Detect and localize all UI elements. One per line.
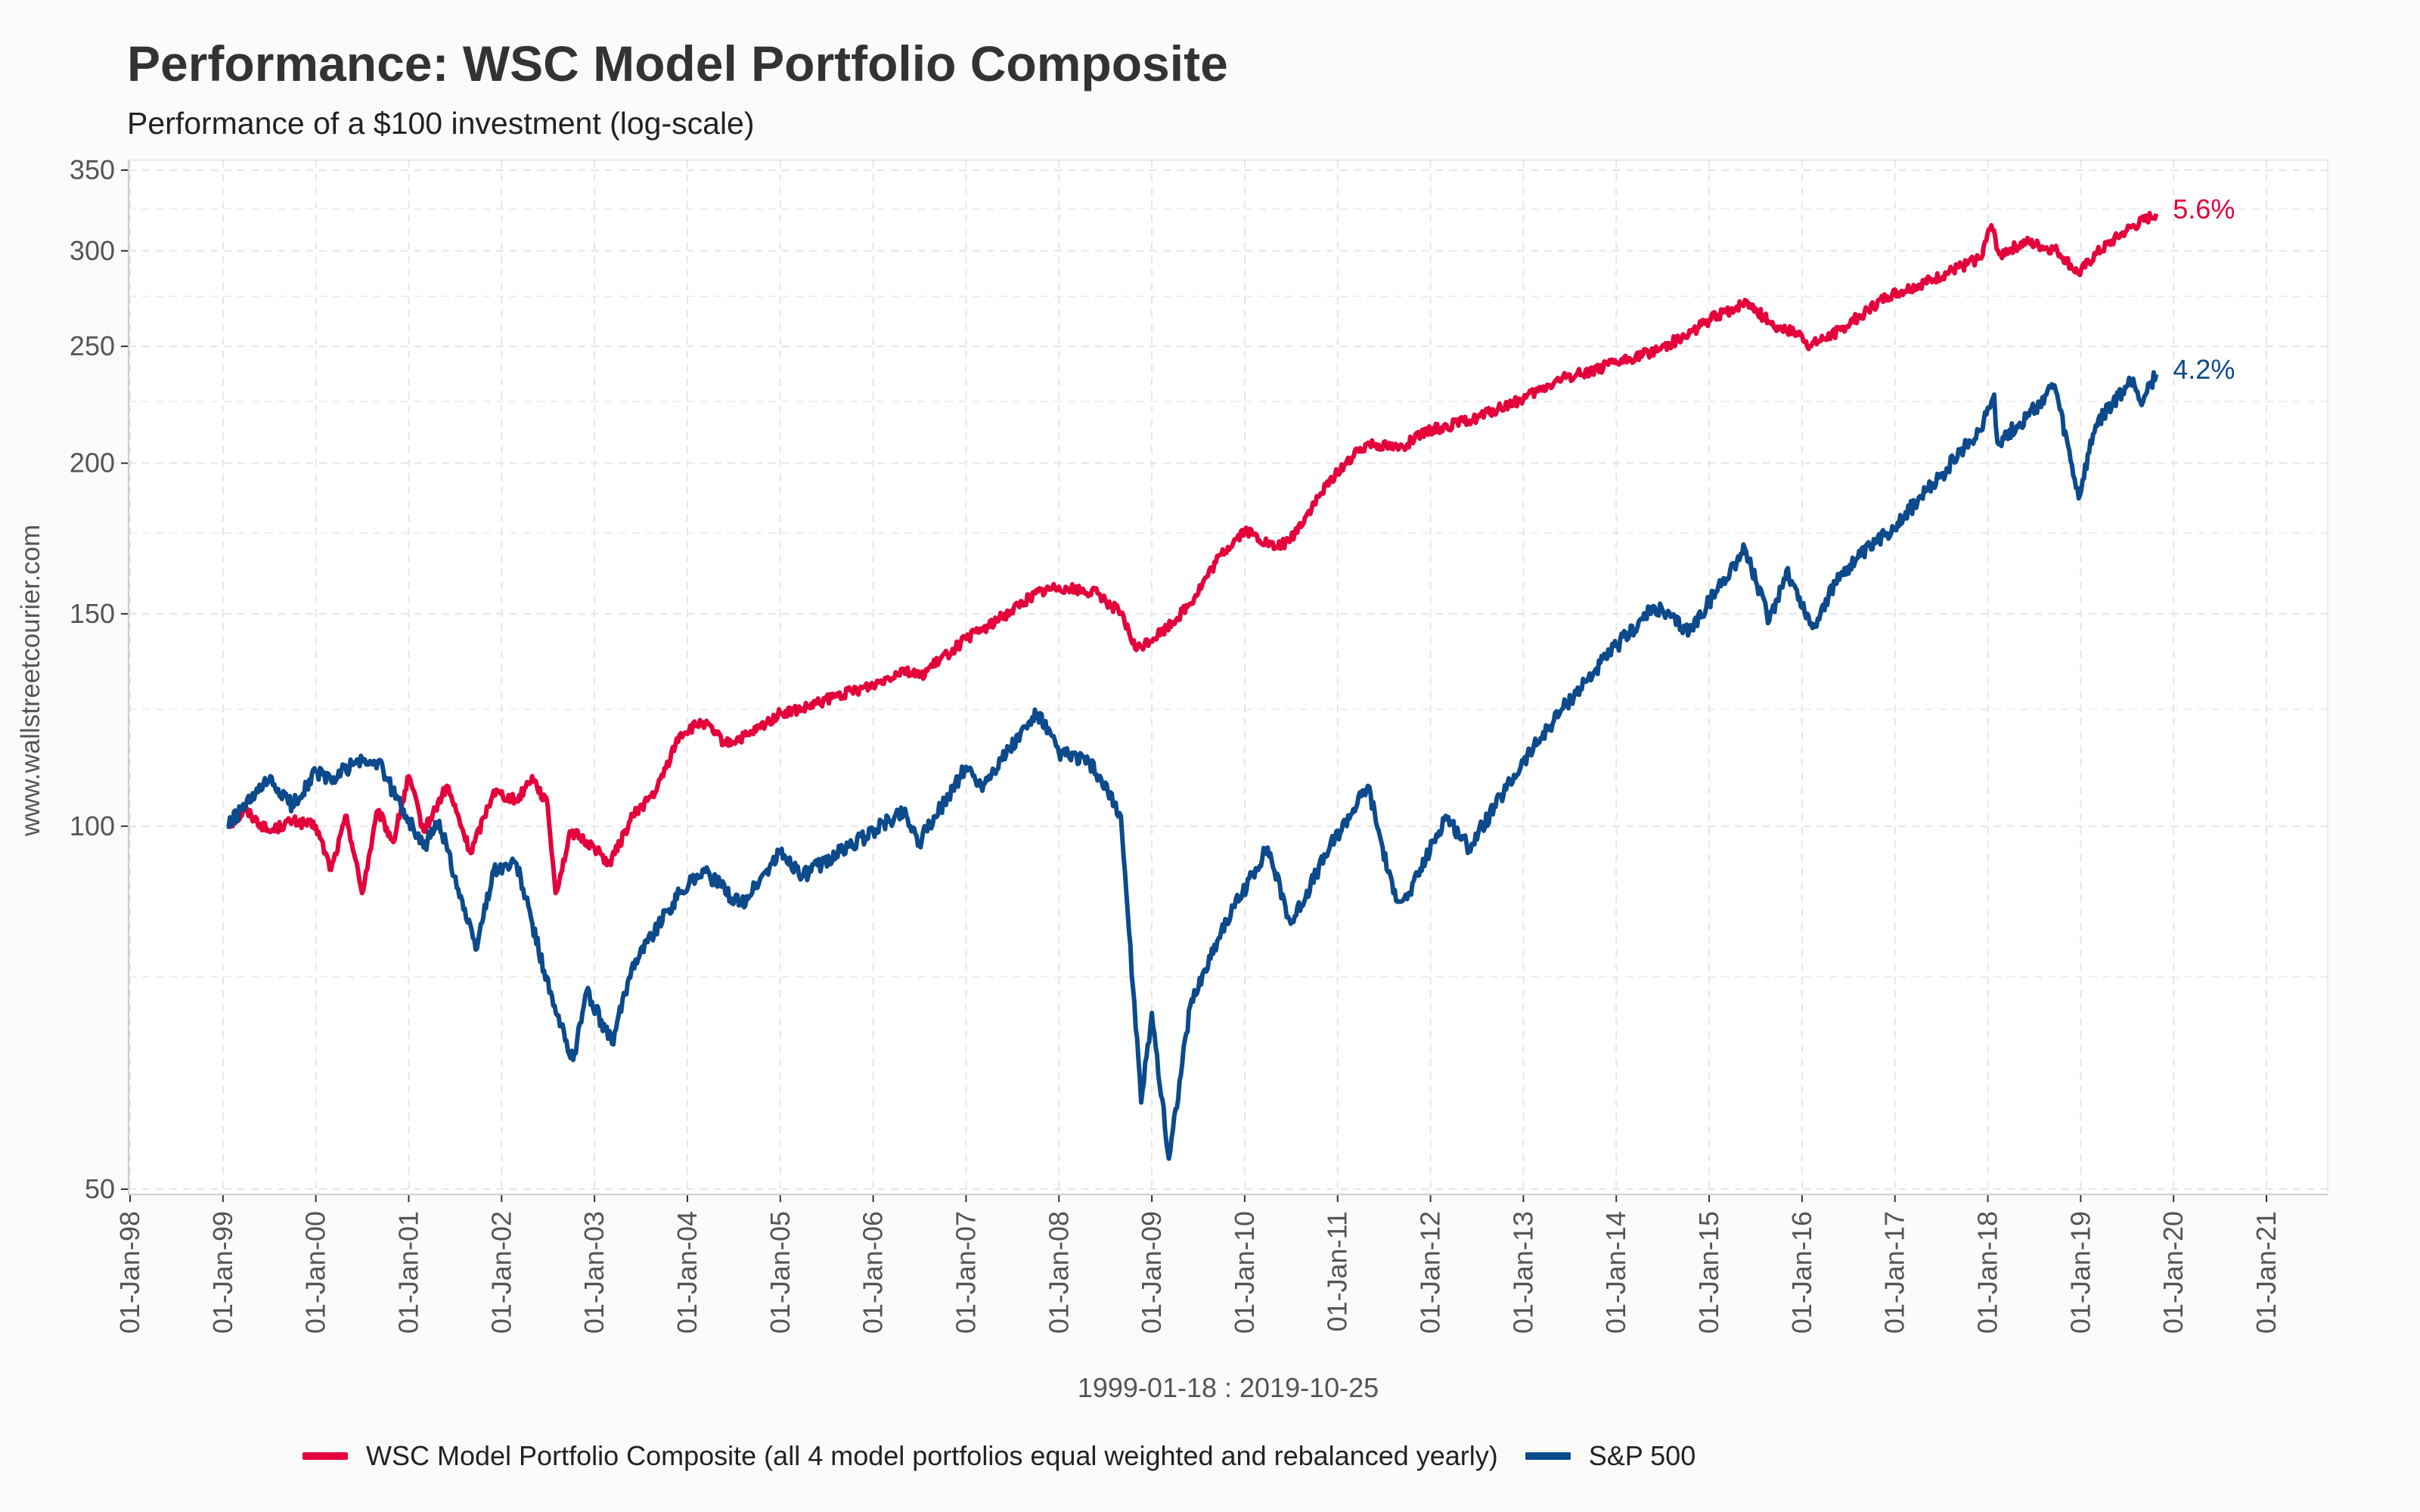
y-tick-label: 150 [70, 598, 115, 629]
x-tick-label: 01-Jan-18 [1972, 1211, 2003, 1334]
y-tick-label: 200 [70, 448, 115, 479]
legend-label-wsc: WSC Model Portfolio Composite (all 4 mod… [366, 1440, 1498, 1471]
series-layer [226, 210, 2159, 1161]
legend-label-sp500: S&P 500 [1588, 1440, 1696, 1471]
y-tick-label: 250 [70, 330, 115, 361]
x-tick-label: 01-Jan-02 [486, 1211, 517, 1334]
series-line-wsc [226, 210, 2159, 896]
legend-item-wsc: WSC Model Portfolio Composite (all 4 mod… [302, 1440, 1498, 1472]
x-tick-label: 01-Jan-04 [672, 1211, 703, 1334]
x-tick-label: 01-Jan-05 [765, 1211, 796, 1334]
x-tick-label: 01-Jan-15 [1693, 1211, 1724, 1334]
x-tick-label: 01-Jan-17 [1879, 1211, 1910, 1334]
x-axis: 01-Jan-98 01-Jan-99 01-Jan-00 01-Jan-01 01-J… [114, 1194, 2328, 1334]
x-tick-label: 01-Jan-01 [392, 1211, 424, 1334]
chart-title: Performance: WSC Model Portfolio Composi… [127, 36, 1228, 91]
series-line-sp500 [226, 370, 2159, 1161]
y-tick-label: 350 [70, 154, 115, 185]
x-tick-label: 01-Jan-11 [1322, 1211, 1353, 1331]
legend-key-sp500 [1525, 1452, 1571, 1460]
chart-subtitle: Performance of a $100 investment (log-sc… [127, 106, 755, 141]
legend-item-sp500: S&P 500 [1525, 1440, 1696, 1472]
x-tick-label: 01-Jan-10 [1229, 1211, 1260, 1334]
x-tick-label: 01-Jan-06 [858, 1211, 889, 1334]
x-tick-label: 01-Jan-20 [2158, 1211, 2189, 1334]
x-tick-label: 01-Jan-16 [1786, 1211, 1817, 1334]
y-tick-label: 50 [85, 1173, 115, 1204]
x-tick-label: 01-Jan-14 [1600, 1211, 1631, 1334]
y-axis: 50 100 150 200 250 300 350 [70, 154, 129, 1204]
x-tick-label: 01-Jan-12 [1415, 1211, 1446, 1334]
end-label-sp500: 4.2% [2173, 354, 2235, 385]
x-tick-label: 01-Jan-21 [2251, 1211, 2282, 1334]
y-axis-label: www.wallstreetcourier.com [16, 525, 45, 837]
x-tick-label: 01-Jan-13 [1507, 1211, 1538, 1334]
x-tick-label: 01-Jan-99 [207, 1211, 238, 1334]
legend-key-wsc [302, 1452, 348, 1460]
x-tick-label: 01-Jan-09 [1136, 1211, 1167, 1334]
legend: WSC Model Portfolio Composite (all 4 mod… [302, 1440, 1723, 1472]
plot-panel [128, 160, 2328, 1195]
end-labels: 5.6% 4.2% [2173, 194, 2235, 385]
y-tick-label: 100 [70, 810, 115, 841]
x-tick-label: 01-Jan-07 [950, 1211, 981, 1334]
x-tick-label: 01-Jan-98 [114, 1211, 145, 1334]
end-label-wsc: 5.6% [2173, 194, 2235, 225]
x-tick-label: 01-Jan-08 [1043, 1211, 1074, 1334]
y-tick-label: 300 [70, 235, 115, 266]
x-axis-label: 1999-01-18 : 2019-10-25 [1078, 1372, 1379, 1403]
x-tick-label: 01-Jan-03 [579, 1211, 610, 1334]
x-tick-label: 01-Jan-00 [300, 1211, 331, 1334]
x-tick-label: 01-Jan-19 [2065, 1211, 2096, 1334]
